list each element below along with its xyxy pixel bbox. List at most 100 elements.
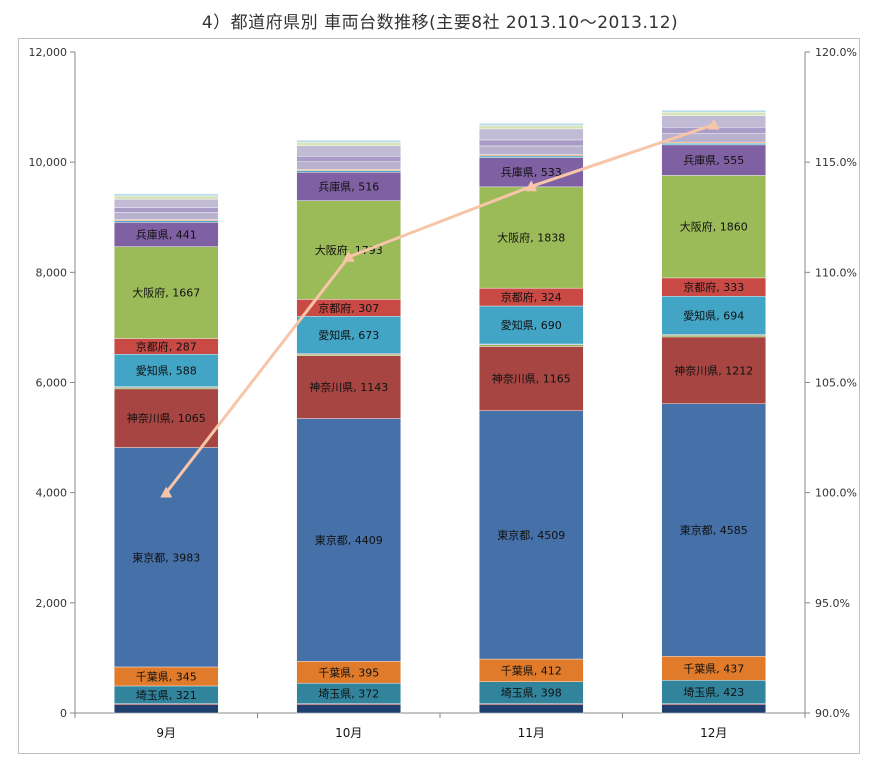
y2-tick-label: 110.0%	[815, 266, 857, 279]
y2-tick-label: 100.0%	[815, 487, 857, 500]
y2-tick-label: 105.0%	[815, 377, 857, 390]
x-category-label: 10月	[335, 726, 362, 740]
data-label: 神奈川県, 1212	[674, 363, 753, 377]
bar-segment	[661, 403, 766, 657]
data-label: 埼玉県, 372	[318, 686, 379, 700]
bar-segment	[114, 388, 219, 448]
data-label: 神奈川県, 1165	[492, 372, 571, 386]
x-category-label: 11月	[518, 726, 545, 740]
bar-segment	[479, 186, 584, 289]
bar-segment	[114, 195, 219, 200]
data-label: 神奈川県, 1065	[127, 411, 206, 425]
bar-segment	[479, 305, 584, 345]
bar-segment	[479, 704, 584, 714]
y-tick-label: 12,000	[29, 46, 68, 59]
data-label: 愛知県, 690	[501, 318, 562, 332]
bar-segment	[114, 212, 219, 220]
data-label: 京都府, 287	[136, 339, 197, 353]
y-tick-label: 6,000	[36, 377, 68, 390]
bar-segment	[114, 246, 219, 339]
data-label: 京都府, 333	[683, 280, 744, 294]
data-label: 愛知県, 588	[136, 363, 197, 377]
y2-tick-label: 95.0%	[815, 597, 850, 610]
bar-segment	[296, 418, 401, 662]
bar-segment	[479, 139, 584, 147]
y-tick-label: 8,000	[36, 266, 68, 279]
data-label: 埼玉県, 423	[683, 685, 744, 699]
bar-segment	[114, 387, 219, 390]
data-label: 東京都, 4509	[497, 528, 565, 542]
data-label: 埼玉県, 321	[136, 688, 197, 702]
bar-segment	[661, 336, 766, 404]
bar-segment	[114, 704, 219, 714]
bar-segment	[296, 161, 401, 170]
ratio-marker	[707, 118, 720, 130]
bar-segment	[479, 145, 584, 155]
data-label: 京都府, 307	[318, 301, 379, 315]
y2-tick-label: 90.0%	[815, 707, 850, 720]
data-label: 大阪府, 1793	[315, 243, 383, 257]
data-label: 兵庫県, 533	[501, 165, 562, 179]
y-tick-label: 4,000	[36, 487, 68, 500]
bar-segment	[296, 142, 401, 146]
y-tick-label: 0	[60, 707, 67, 720]
bar-segment	[114, 222, 219, 247]
bar-segment	[114, 193, 219, 197]
bar-segment	[296, 355, 401, 419]
bar-segment	[661, 296, 766, 335]
ratio-marker	[342, 250, 355, 262]
data-label: 神奈川県, 1143	[309, 380, 388, 394]
data-label: 兵庫県, 555	[683, 153, 744, 167]
data-label: 兵庫県, 441	[136, 228, 197, 242]
bar-segment	[296, 156, 401, 162]
data-label: 東京都, 3983	[132, 550, 200, 564]
data-label: 千葉県, 345	[136, 669, 197, 683]
bar-segment	[114, 220, 219, 223]
chart-frame	[18, 38, 860, 754]
y-tick-label: 2,000	[36, 597, 68, 610]
data-label: 兵庫県, 516	[318, 179, 379, 193]
y-tick-label: 10,000	[29, 156, 68, 169]
ratio-line	[165, 123, 715, 494]
data-label: 東京都, 4409	[315, 533, 383, 547]
data-label: 埼玉県, 398	[501, 686, 562, 700]
data-label: 東京都, 4585	[680, 523, 748, 537]
chart-title: 4）都道府県別 車両台数推移(主要8社 2013.10～2013.12)	[201, 13, 679, 33]
bar-segment	[296, 170, 401, 173]
y2-tick-label: 115.0%	[815, 156, 857, 169]
data-label: 千葉県, 437	[683, 661, 744, 675]
data-label: 愛知県, 673	[318, 328, 379, 342]
bar-segment	[296, 704, 401, 714]
bar-segment	[479, 123, 584, 126]
bar-segment	[661, 109, 766, 113]
data-label: 京都府, 324	[501, 290, 562, 304]
data-label: 大阪府, 1860	[680, 220, 748, 234]
bar-segment	[296, 353, 401, 356]
bar-segment	[296, 171, 401, 201]
bar-segment	[661, 112, 766, 116]
x-category-label: 12月	[700, 726, 727, 740]
bar-segment	[114, 207, 219, 213]
bar-segment	[479, 155, 584, 158]
bar-segment	[661, 335, 766, 338]
data-label: 千葉県, 395	[318, 665, 379, 679]
data-label: 愛知県, 694	[683, 308, 744, 322]
bar-segment	[661, 143, 766, 146]
bar-segment	[296, 145, 401, 157]
ratio-marker	[525, 180, 538, 192]
bar-segment	[661, 704, 766, 714]
data-label: 大阪府, 1667	[132, 286, 200, 300]
bar-segment	[479, 125, 584, 130]
bar-segment	[479, 410, 584, 660]
bar-segment	[479, 346, 584, 411]
bar-segment	[661, 175, 766, 279]
bar-segment	[296, 200, 401, 300]
bar-segment	[479, 128, 584, 141]
data-label: 大阪府, 1838	[497, 231, 565, 245]
y2-tick-label: 120.0%	[815, 46, 857, 59]
data-label: 千葉県, 412	[501, 663, 562, 677]
bar-segment	[114, 447, 219, 668]
bar-segment	[296, 140, 401, 143]
